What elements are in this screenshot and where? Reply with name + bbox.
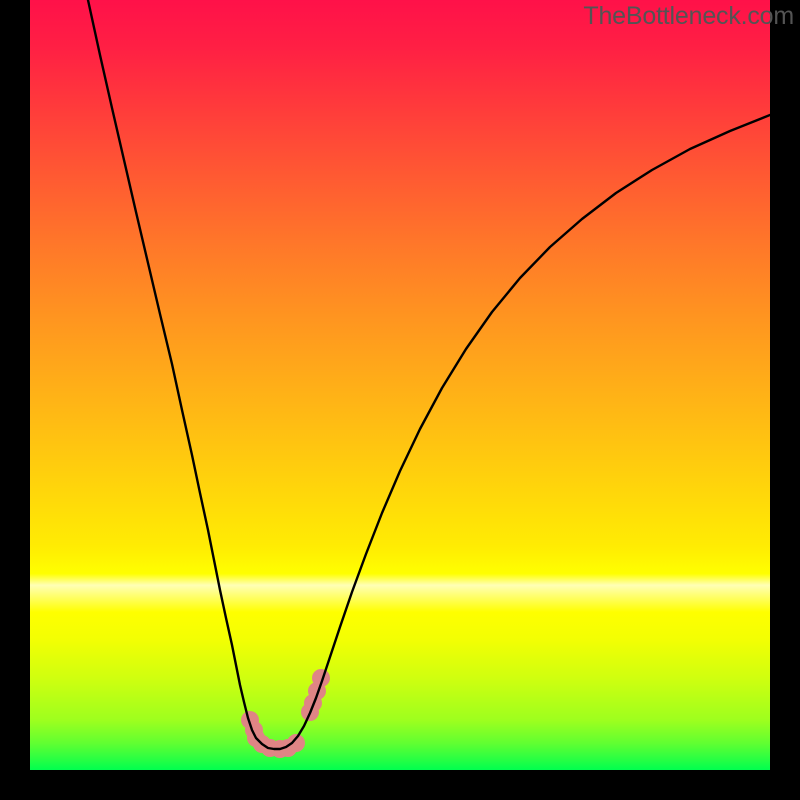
frame-left [0, 0, 30, 800]
gradient-background [30, 0, 770, 770]
bottleneck-chart [30, 0, 770, 770]
frame-bottom [0, 770, 800, 800]
watermark-label: TheBottleneck.com [583, 2, 794, 31]
frame-right [770, 0, 800, 800]
